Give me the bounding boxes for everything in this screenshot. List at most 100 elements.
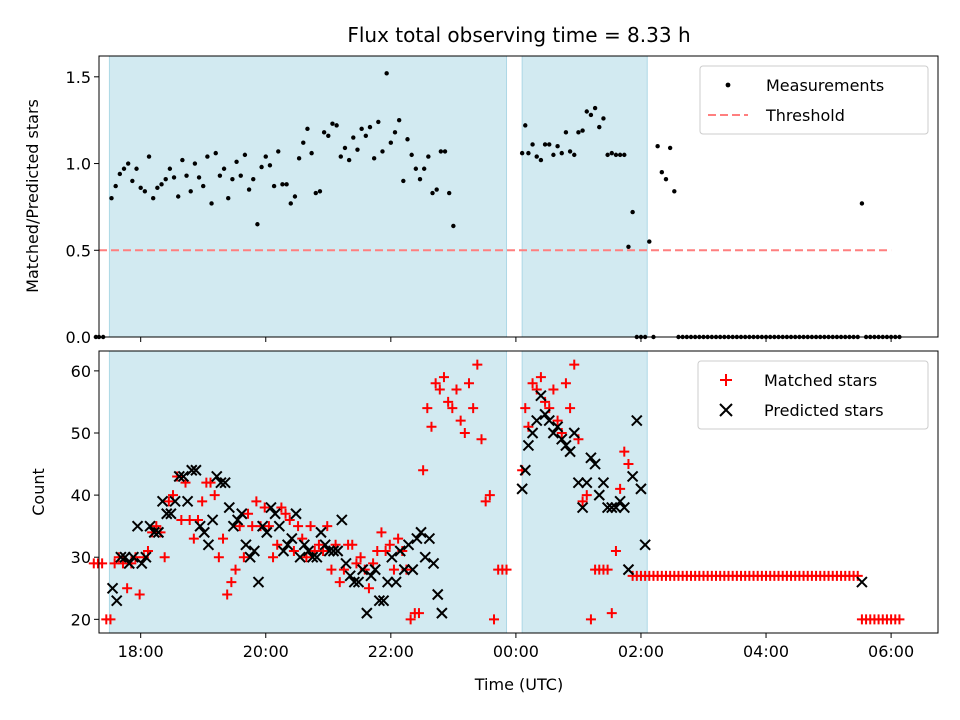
measurement-point <box>238 173 243 178</box>
predicted-star-point <box>411 532 423 545</box>
measurement-point <box>121 166 127 171</box>
measurement-point <box>613 152 619 158</box>
measurement-point <box>292 194 298 199</box>
measurement-point <box>221 166 227 171</box>
measurement-point <box>417 176 423 182</box>
matched-star-point <box>230 564 241 575</box>
legend-label: Measurements <box>766 76 884 95</box>
predicted-star-point <box>386 551 398 563</box>
measurement-point <box>597 124 602 130</box>
plot-frame <box>98 350 939 634</box>
predicted-star-point <box>639 539 651 551</box>
matched-star-point <box>247 521 258 532</box>
measurement-point <box>426 154 431 159</box>
predicted-star-point <box>568 427 580 439</box>
measurement-point <box>392 130 398 135</box>
predicted-star-point <box>290 508 302 520</box>
predicted-star-point <box>394 545 406 557</box>
observing-window <box>108 350 508 634</box>
predicted-star-point <box>581 476 593 489</box>
measurement-point <box>334 123 339 128</box>
x-tick-label: 18:00 <box>118 642 164 661</box>
matched-star-point <box>623 459 634 470</box>
predicted-star-point <box>277 545 290 557</box>
measurement-point <box>663 176 669 182</box>
measurement-point <box>434 187 439 192</box>
matched-star-point <box>548 384 559 395</box>
measurement-point <box>413 166 419 171</box>
predicted-star-point <box>635 483 647 495</box>
measurement-point <box>647 239 652 244</box>
predicted-star-point <box>111 594 123 607</box>
measurement-point <box>659 170 665 175</box>
predicted-star-point <box>269 508 281 520</box>
measurement-point <box>188 189 193 194</box>
measurement-point <box>526 150 531 156</box>
measurement-point <box>519 150 525 156</box>
predicted-star-point <box>327 545 340 557</box>
plot-frame <box>98 55 939 338</box>
measurements-panel: 0.0 0.5 1.0 1.5 Measurements Threshold <box>66 55 939 347</box>
predicted-star-point <box>181 495 194 508</box>
x-tick-label: 22:00 <box>368 642 414 661</box>
predicted-star-point <box>123 557 135 570</box>
measurement-point <box>421 166 427 171</box>
matched-star-point <box>430 378 441 389</box>
matched-star-point <box>602 564 613 575</box>
matched-star-point <box>326 564 337 575</box>
measurement-point <box>547 142 552 147</box>
matched-star-point <box>259 502 270 513</box>
measurement-point <box>280 182 285 187</box>
matched-star-point <box>184 514 195 525</box>
legend-box <box>699 65 929 135</box>
measurement-point <box>438 149 444 154</box>
matched-star-point <box>284 514 295 525</box>
measurement-point <box>363 133 369 138</box>
counts-panel: 20 30 40 50 60 18:00 20:00 22:00 00:00 02:00 04:00… <box>71 350 939 661</box>
measurement-point <box>138 185 143 191</box>
predicted-star-point <box>348 576 361 588</box>
x-tick-label: 00:00 <box>493 642 539 661</box>
predicted-star-point <box>373 594 386 607</box>
matched-star-point <box>535 372 546 383</box>
matched-star-point <box>585 614 596 625</box>
matched-star-point <box>188 533 199 544</box>
measurement-point <box>609 150 614 156</box>
measurement-point <box>309 150 314 156</box>
matched-star-point <box>280 508 291 519</box>
matched-star-point <box>226 577 237 588</box>
predicted-star-point <box>572 476 585 489</box>
observing-window <box>521 55 648 338</box>
measurement-point <box>338 154 343 159</box>
matched-star-point <box>276 502 287 513</box>
predicted-star-point <box>340 557 352 570</box>
predicted-star-point <box>169 495 181 508</box>
predicted-star-point <box>223 501 235 514</box>
measurement-point <box>555 143 560 149</box>
predicted-star-point <box>302 545 315 557</box>
matched-star-point <box>451 384 462 395</box>
measurement-point <box>155 185 160 191</box>
measurement-point <box>134 166 139 171</box>
measurement-point <box>196 175 202 180</box>
predicted-star-point <box>115 551 127 563</box>
matched-star-point <box>159 552 170 563</box>
matched-star-point <box>438 372 449 383</box>
y-tick-label: 1.5 <box>66 68 91 87</box>
measurement-point <box>159 182 164 187</box>
legend-marker <box>720 374 732 386</box>
predicted-star-point <box>252 576 265 588</box>
predicted-star-point <box>248 545 261 557</box>
bottom-y-axis-label: Count <box>29 468 48 516</box>
predicted-star-point <box>165 508 177 520</box>
predicted-star-point <box>631 414 643 427</box>
matched-star-point <box>560 378 571 389</box>
matched-star-point <box>434 384 445 395</box>
measurement-point <box>559 150 564 156</box>
predicted-star-point <box>227 520 240 532</box>
predicted-star-point <box>231 514 244 526</box>
measurement-point <box>267 163 273 168</box>
measurement-point <box>130 178 135 184</box>
predicted-star-point <box>381 576 394 588</box>
measurement-point <box>446 190 452 196</box>
